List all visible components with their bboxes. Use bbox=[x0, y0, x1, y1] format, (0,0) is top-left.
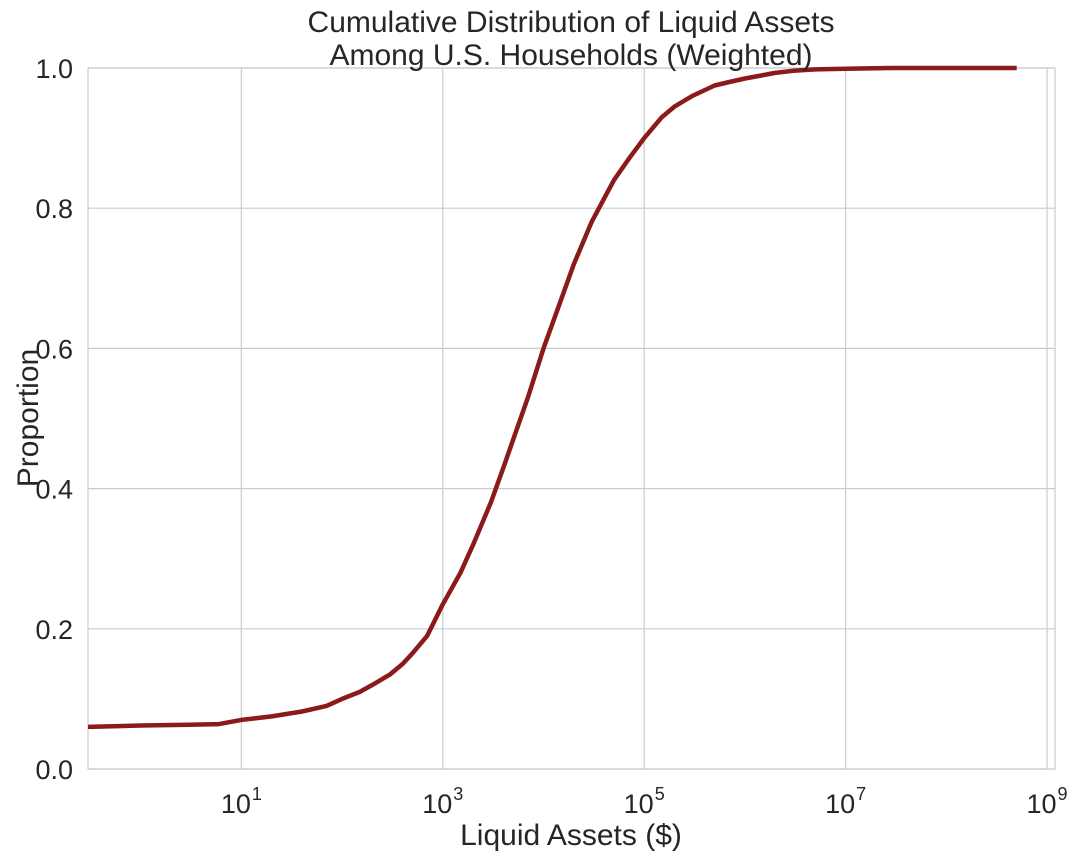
x-tick-labels: 101 103 105 107 109 bbox=[221, 784, 1068, 819]
y-tick-label: 0.2 bbox=[35, 615, 73, 645]
y-tick-label: 0.0 bbox=[35, 755, 73, 785]
x-tick-label: 107 bbox=[825, 784, 866, 819]
series-layer bbox=[87, 65, 1017, 730]
chart-title-line-2: Among U.S. Households (Weighted) bbox=[329, 39, 812, 72]
y-tick-label: 0.4 bbox=[35, 475, 73, 505]
y-axis-label: Proportion bbox=[12, 349, 45, 487]
chart-title-line-1: Cumulative Distribution of Liquid Assets bbox=[308, 6, 835, 39]
y-tick-label: 0.6 bbox=[35, 334, 73, 364]
x-tick-label: 101 bbox=[221, 784, 262, 819]
y-tick-label: 0.8 bbox=[35, 194, 73, 224]
x-tick-label: 105 bbox=[624, 784, 665, 819]
x-axis-label: Liquid Assets ($) bbox=[460, 819, 682, 852]
x-tick-label: 109 bbox=[1026, 784, 1067, 819]
plot-frame bbox=[87, 67, 1056, 770]
y-tick-label: 1.0 bbox=[35, 54, 73, 84]
y-tick-labels: 0.0 0.2 0.4 0.6 0.8 1.0 bbox=[35, 54, 73, 785]
grid bbox=[88, 67, 1055, 770]
series-line bbox=[87, 65, 1017, 730]
x-tick-label: 103 bbox=[422, 784, 463, 819]
